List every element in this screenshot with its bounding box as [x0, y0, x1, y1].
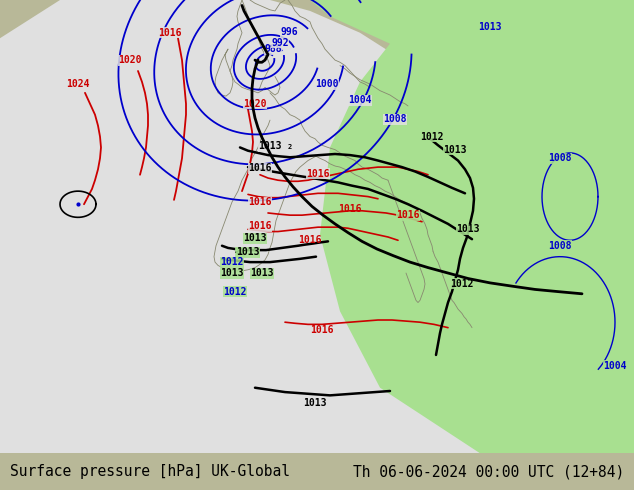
Text: 1016: 1016	[249, 221, 272, 231]
Text: 1016: 1016	[249, 197, 272, 207]
Text: 1013: 1013	[303, 398, 327, 408]
Text: 1016: 1016	[396, 210, 420, 220]
Text: 2: 2	[288, 144, 292, 149]
Text: <1: <1	[235, 248, 245, 257]
Text: 1016: 1016	[306, 169, 330, 179]
Text: 1012: 1012	[420, 131, 444, 142]
Text: 1000: 1000	[315, 79, 339, 89]
Text: 1008: 1008	[548, 241, 572, 251]
Text: 1013: 1013	[236, 247, 260, 257]
Text: 1016: 1016	[249, 163, 272, 173]
Text: 1013: 1013	[220, 268, 243, 278]
Text: 988: 988	[264, 44, 281, 54]
Text: 1013: 1013	[258, 141, 281, 151]
Text: 1008: 1008	[548, 153, 572, 163]
Text: Th 06-06-2024 00:00 UTC (12+84): Th 06-06-2024 00:00 UTC (12+84)	[353, 464, 624, 479]
Text: 1004: 1004	[603, 361, 627, 371]
Text: 1013: 1013	[250, 268, 274, 278]
Text: 1016: 1016	[339, 204, 362, 214]
Polygon shape	[310, 0, 634, 453]
Text: 1008: 1008	[383, 114, 407, 124]
Text: 1016: 1016	[310, 325, 333, 335]
Text: 1016: 1016	[158, 28, 182, 38]
Text: 1020: 1020	[243, 99, 267, 109]
Text: 1016: 1016	[298, 235, 321, 245]
Text: 1013: 1013	[443, 145, 467, 155]
Text: 1013: 1013	[478, 23, 501, 32]
Text: 992: 992	[271, 38, 289, 48]
Text: 1024: 1024	[66, 79, 90, 89]
Text: 1012: 1012	[220, 257, 243, 267]
Text: 1013: 1013	[456, 224, 480, 234]
Text: 1013: 1013	[243, 233, 267, 243]
Text: 1020: 1020	[119, 55, 142, 65]
Text: 996: 996	[280, 26, 298, 37]
Polygon shape	[0, 0, 634, 453]
Text: 1012: 1012	[450, 279, 474, 289]
Text: 1012: 1012	[223, 287, 247, 296]
Text: Surface pressure [hPa] UK-Global: Surface pressure [hPa] UK-Global	[10, 464, 290, 479]
Text: 1004: 1004	[348, 96, 372, 105]
